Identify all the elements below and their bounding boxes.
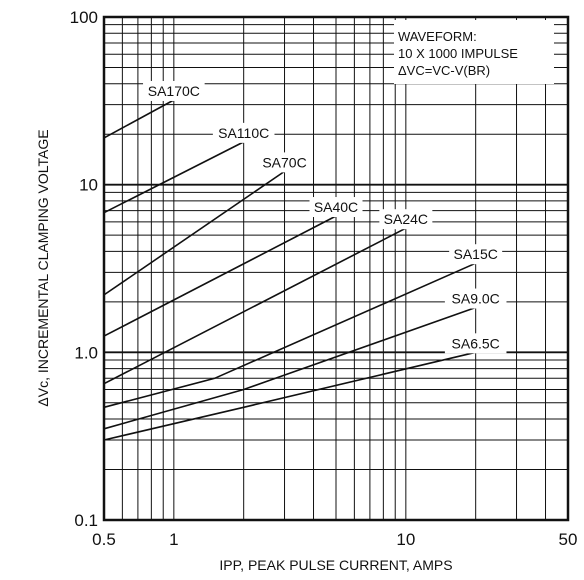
series-label: SA9.0C — [452, 291, 500, 307]
series-label-backdrop — [444, 333, 507, 354]
series-label: SA6.5C — [452, 335, 500, 351]
x-tick-label: 10 — [396, 530, 415, 549]
series-label: SA170C — [148, 83, 200, 99]
x-tick-label: 0.5 — [92, 530, 116, 549]
series-label: SA40C — [314, 199, 358, 215]
tick-labels: 0.5 1 10 50 0.1 1.0 10 100 — [70, 8, 578, 549]
series-label-backdrop — [379, 209, 433, 230]
series-line — [103, 227, 407, 385]
series-label-backdrop — [449, 244, 503, 265]
series-line — [103, 262, 477, 409]
series-label-backdrop — [212, 122, 275, 143]
series-line — [103, 99, 175, 139]
y-tick-label: 0.1 — [74, 511, 98, 530]
series-label-backdrop — [309, 197, 363, 218]
x-tick-label: 1 — [169, 530, 178, 549]
y-tick-label: 1.0 — [74, 343, 98, 362]
series-label-backdrop — [444, 288, 507, 309]
plot-frame — [102, 15, 570, 522]
series-label: SA24C — [384, 211, 428, 227]
y-tick-label: 100 — [70, 8, 98, 27]
series-label: SA110C — [218, 125, 269, 141]
waveform-annotation: WAVEFORM: 10 X 1000 IMPULSE ΔVC=VC-V(BR) — [394, 20, 554, 84]
annotation-line: WAVEFORM: — [398, 29, 477, 44]
series-labels: SA170C SA110C SA70C SA40C SA24C SA15C SA9.0C SA… — [143, 80, 507, 354]
y-axis-title: ΔVc, INCREMENTAL CLAMPING VOLTAGE — [35, 129, 51, 406]
series-label: SA70C — [262, 154, 306, 170]
annotation-line: 10 X 1000 IMPULSE — [398, 46, 518, 61]
x-tick-label: 50 — [559, 530, 578, 549]
series-line — [103, 306, 476, 430]
y-tick-label: 10 — [79, 176, 98, 195]
annotation-backdrop — [394, 20, 554, 84]
series-line — [103, 141, 245, 214]
series-line — [103, 351, 476, 441]
series-line — [103, 170, 285, 296]
x-axis-title: IPP, PEAK PULSE CURRENT, AMPS — [219, 557, 452, 573]
series-lines — [103, 99, 477, 441]
series-label-backdrop — [258, 152, 312, 173]
annotation-line: ΔVC=VC-V(BR) — [398, 63, 490, 78]
series-line — [103, 215, 337, 337]
series-label-backdrop — [143, 80, 205, 101]
series-label: SA15C — [453, 246, 497, 262]
